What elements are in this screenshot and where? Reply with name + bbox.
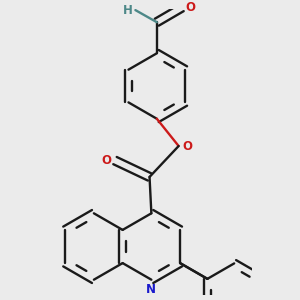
Text: H: H — [123, 4, 133, 16]
Text: O: O — [182, 140, 192, 152]
Text: O: O — [185, 1, 195, 14]
Text: N: N — [146, 283, 155, 296]
Text: O: O — [101, 154, 111, 167]
